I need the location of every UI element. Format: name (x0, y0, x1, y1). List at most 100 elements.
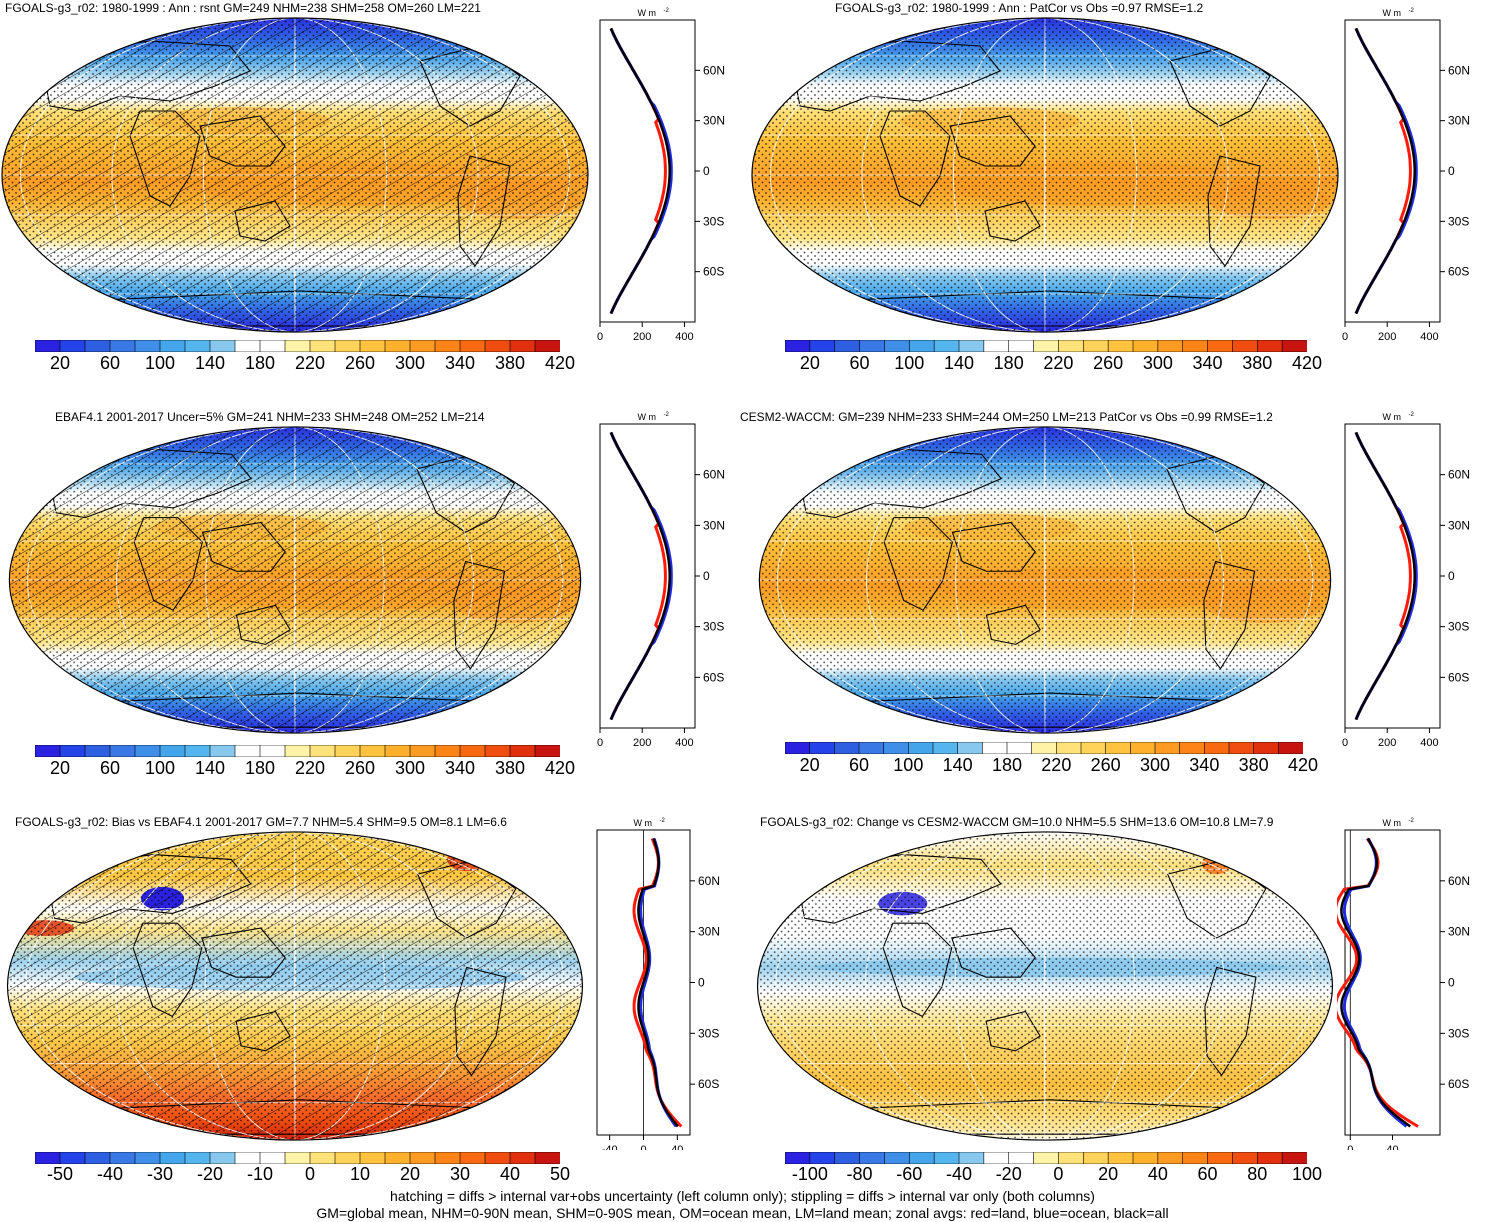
colorbar-swatch (234, 745, 261, 757)
zonal-ytick-label: 0 (698, 976, 705, 990)
ocean-zonal-line (1342, 837, 1408, 1128)
colorbar-swatch (1228, 742, 1255, 754)
ocean-zonal-line (609, 27, 673, 315)
colorbar-swatch (908, 340, 935, 352)
colorbar-swatch (1281, 340, 1307, 352)
colorbar-tick-label: -60 (896, 1164, 923, 1184)
panel-title: EBAF4.1 2001-2017 Uncer=5% GM=241 NHM=23… (55, 410, 485, 424)
colorbar-swatch (785, 742, 811, 754)
ocean-zonal-line (1354, 431, 1418, 721)
colorbar-swatch (1281, 1152, 1307, 1164)
colorbar-tick-label: 60 (848, 755, 870, 775)
zonal-xtick-label: -40 (602, 1144, 618, 1150)
colorbar-swatch (134, 745, 161, 757)
colorbar-swatch (1107, 1152, 1134, 1164)
colorbar-swatch (834, 340, 861, 352)
colorbar-tick-label: 40 (1147, 1164, 1168, 1184)
colorbar-swatch (35, 340, 61, 352)
all-zonal-line (1340, 837, 1412, 1128)
colorbar-swatch (1157, 1152, 1184, 1164)
colorbar-swatch (1105, 742, 1131, 754)
colorbar-swatch (159, 340, 186, 352)
colorbar-swatch (184, 745, 211, 757)
colorbar-tick-label: -10 (246, 1164, 273, 1184)
zonal-xtick-label: 0 (640, 1144, 646, 1150)
panel-title: FGOALS-g3_r02: Change vs CESM2-WACCM GM=… (760, 815, 1274, 829)
colorbar-swatch (908, 742, 934, 754)
zonal-unit-sup: -2 (664, 412, 670, 418)
colorbar-swatch (409, 1152, 436, 1164)
zonal-xtick-label: 200 (633, 331, 651, 343)
colorbar-swatch (1008, 1152, 1035, 1164)
zonal-xtick-label: 200 (633, 737, 651, 749)
colorbar-swatch (1278, 742, 1303, 754)
colorbar-tick-label: 180 (244, 758, 276, 778)
colorbar-tick-label: 100 (894, 353, 925, 373)
zonal-unit-label: W m (1383, 818, 1402, 828)
colorbar-tick-label: 100 (144, 758, 176, 778)
zonal-mean-plot: 60N 30N 0 30S 60S W m -2 0 200 400 (597, 8, 725, 343)
colorbar-tick-label: 300 (394, 758, 426, 778)
colorbar-swatch (309, 340, 336, 352)
zonal-xtick-label: 400 (675, 331, 693, 343)
colorbar-swatch (209, 745, 236, 757)
colorbar-swatch (359, 340, 386, 352)
colorbar-swatch (259, 745, 286, 757)
colorbar-swatch (59, 340, 86, 352)
zonal-ytick-label: 60N (703, 63, 725, 77)
colorbar-swatch (359, 745, 386, 757)
zonal-mean-plot: 60N 30N 0 30S 60S W m -2 0 40 (1337, 818, 1470, 1150)
colorbar (35, 745, 560, 757)
colorbar-swatch (834, 742, 860, 754)
colorbar-swatch (109, 1152, 136, 1164)
zonal-ytick-label: 60N (703, 468, 725, 482)
colorbar-swatch (534, 745, 560, 757)
colorbar-swatch (509, 745, 536, 757)
zonal-ytick-label: 30S (1448, 1026, 1469, 1040)
colorbar-swatch (809, 340, 836, 352)
colorbar (785, 742, 1303, 754)
colorbar-tick-label: 140 (943, 353, 975, 373)
all-zonal-line (1354, 431, 1416, 721)
colorbar-swatch (1157, 340, 1184, 352)
colorbar-tick-label: 30 (449, 1164, 471, 1184)
zonal-xtick-label: 0 (597, 737, 603, 749)
colorbar-swatch (434, 340, 461, 352)
colorbar-swatch (284, 340, 311, 352)
map-fgoals-bias (6, 831, 584, 1141)
colorbar-swatch (1058, 340, 1084, 352)
colorbar-tick-label: 60 (99, 353, 121, 373)
colorbar-swatch (1033, 1152, 1060, 1164)
ocean-zonal-line (609, 431, 673, 721)
zonal-ytick-label: 30S (1448, 620, 1469, 634)
zonal-xtick-label: 40 (1386, 1144, 1398, 1150)
colorbar-tick-label: 380 (1242, 353, 1273, 373)
zonal-ytick-label: 60N (1448, 468, 1470, 482)
colorbar-tick-label: 140 (194, 758, 226, 778)
colorbar-tick-label: 220 (1041, 755, 1072, 775)
zonal-mean-plot: 60N 30N 0 30S 60S W m -2 0 200 400 (1342, 8, 1470, 343)
map-fgoals-clim (1, 17, 589, 333)
colorbar-tick-label: 180 (244, 353, 276, 373)
colorbar-tick-label: 0 (1053, 1164, 1064, 1184)
colorbar-swatch (1256, 1152, 1283, 1164)
colorbar-swatch (109, 340, 136, 352)
colorbar-swatch (1179, 742, 1205, 754)
colorbar-swatch (1080, 742, 1107, 754)
ocean-zonal-line (1354, 27, 1418, 315)
colorbar-swatch (957, 742, 983, 754)
colorbar-tick-label: 50 (549, 1164, 571, 1184)
colorbar-swatch (509, 1152, 536, 1164)
colorbar-tick-label: 60 (1197, 1164, 1218, 1184)
map-fgoals-change (756, 831, 1334, 1141)
colorbar-swatch (259, 1152, 286, 1164)
colorbar-swatch (1154, 742, 1181, 754)
colorbar-swatch (908, 1152, 935, 1164)
colorbar-swatch (59, 1152, 86, 1164)
colorbar-swatch (1253, 742, 1279, 754)
footer-note-2: GM=global mean, NHM=0-90N mean, SHM=0-90… (316, 1205, 1169, 1221)
colorbar-tick-label: 140 (194, 353, 226, 373)
zonal-ytick-label: 30N (1448, 518, 1470, 532)
colorbar-swatch (958, 1152, 985, 1164)
colorbar-swatch (884, 340, 910, 352)
